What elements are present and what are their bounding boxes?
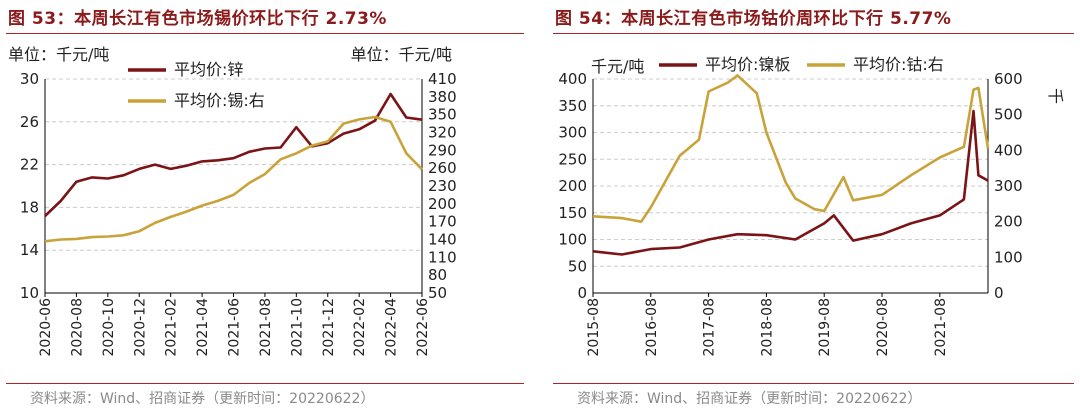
y-tick-label-left: 50 bbox=[568, 257, 587, 275]
y-tick-label-left: 350 bbox=[558, 97, 587, 115]
y-tick-label-left: 250 bbox=[558, 150, 587, 168]
y-tick-label-left: 0 bbox=[577, 284, 587, 302]
x-tick-label: 2017-08 bbox=[702, 298, 718, 357]
unit-label-left: 单位：千元/吨 bbox=[8, 45, 109, 64]
y-tick-label-right: 170 bbox=[428, 213, 457, 231]
unit-label-right: 千 bbox=[1046, 88, 1065, 104]
y-tick-label-right: 410 bbox=[428, 70, 457, 88]
x-tick-label: 2021-04 bbox=[195, 298, 211, 357]
chart-panel-right: 图 54：本周长江有色市场钴价周环比下行 5.77% 0 50 100 150 200 2… bbox=[547, 0, 1080, 418]
unit-label-right: 单位：千元/吨 bbox=[351, 45, 452, 64]
y-tick-label-right: 320 bbox=[428, 124, 457, 142]
y-tick-label-right: 400 bbox=[994, 141, 1023, 159]
x-tick-label: 2018-08 bbox=[759, 298, 775, 357]
source-note-right: 资料来源：Wind、招商证券（更新时间：20220622） bbox=[577, 391, 922, 407]
x-tick-label: 2020-10 bbox=[101, 298, 117, 357]
y-tick-label-left: 30 bbox=[20, 70, 39, 88]
y-tick-label-right: 260 bbox=[428, 159, 457, 177]
legend-label-nickel: 平均价:镍板 bbox=[705, 55, 790, 74]
y-tick-label-right: 140 bbox=[428, 231, 457, 249]
source-rule-right bbox=[553, 383, 1074, 384]
x-tick-label: 2016-08 bbox=[644, 298, 660, 357]
y-tick-label-right: 230 bbox=[428, 177, 457, 195]
title-rule-right bbox=[553, 33, 1074, 34]
y-tick-label-left: 14 bbox=[20, 241, 39, 259]
y-tick-label-right: 500 bbox=[994, 106, 1023, 124]
unit-label-left: 千元/吨 bbox=[591, 57, 644, 76]
x-tick-label: 2020-06 bbox=[38, 298, 54, 357]
y-tick-label-left: 100 bbox=[558, 231, 587, 249]
x-tick-label: 2015-08 bbox=[586, 298, 602, 357]
source-note-left: 资料来源：Wind、招商证券（更新时间：20220622） bbox=[30, 391, 375, 407]
x-tick-label: 2020-08 bbox=[875, 298, 891, 357]
series-line-cobalt bbox=[592, 74, 990, 223]
x-tick-label: 2021-10 bbox=[289, 298, 305, 357]
y-tick-label-left: 18 bbox=[20, 198, 39, 216]
x-tick-label: 2021-06 bbox=[227, 298, 243, 357]
y-tick-label-left: 200 bbox=[558, 177, 587, 195]
y-tick-label-right: 380 bbox=[428, 88, 457, 106]
y-tick-label-right: 0 bbox=[994, 284, 1004, 302]
legend-label-zinc: 平均价:锌 bbox=[174, 60, 243, 79]
y-tick-label-left: 150 bbox=[558, 204, 587, 222]
y-tick-label-right: 200 bbox=[428, 195, 457, 213]
y-tick-label-right: 300 bbox=[994, 177, 1023, 195]
x-tick-label: 2021-12 bbox=[321, 298, 337, 357]
y-tick-label-right: 80 bbox=[428, 266, 447, 284]
y-tick-label-right: 200 bbox=[994, 213, 1023, 231]
chart-svg-right: 0 50 100 150 200 250 300 350 400 0 100 200 300 400 500… bbox=[558, 55, 1065, 357]
x-tick-label: 2020-12 bbox=[132, 298, 148, 357]
series-line-tin bbox=[44, 115, 423, 243]
title-rule-left bbox=[6, 33, 524, 34]
y-tick-label-right: 110 bbox=[428, 248, 457, 266]
y-tick-label-right: 100 bbox=[994, 248, 1023, 266]
y-tick-label-left: 400 bbox=[558, 70, 587, 88]
x-tick-label: 2022-02 bbox=[352, 298, 368, 357]
y-tick-label-right: 600 bbox=[994, 70, 1023, 88]
chart-panel-left: 图 53：本周长江有色市场锡价环比下行 2.73% 10 14 18 22 26 30 50… bbox=[0, 0, 530, 418]
y-tick-label-left: 10 bbox=[20, 284, 39, 302]
series-line-nickel bbox=[592, 109, 989, 256]
legend-label-tin: 平均价:锡:右 bbox=[174, 91, 265, 110]
y-tick-label-right: 50 bbox=[428, 284, 447, 302]
x-tick-label: 2019-08 bbox=[817, 298, 833, 357]
x-tick-label: 2020-08 bbox=[69, 298, 85, 357]
x-tick-label: 2021-08 bbox=[933, 298, 949, 357]
x-tick-label: 2021-08 bbox=[258, 298, 274, 357]
y-tick-label-left: 300 bbox=[558, 124, 587, 142]
y-tick-label-left: 26 bbox=[20, 113, 39, 131]
source-rule-left bbox=[6, 383, 524, 384]
y-tick-label-left: 22 bbox=[20, 156, 39, 174]
chart-svg-left: 10 14 18 22 26 30 5080110140170200230260290320… bbox=[8, 45, 457, 357]
chart-title-right: 图 54：本周长江有色市场钴价周环比下行 5.77% bbox=[555, 9, 952, 29]
y-tick-label-right: 290 bbox=[428, 141, 457, 159]
legend-label-cobalt: 平均价:钴:右 bbox=[853, 55, 944, 74]
x-tick-label: 2022-04 bbox=[384, 298, 400, 357]
x-tick-label: 2021-02 bbox=[164, 298, 180, 357]
series-line-zinc bbox=[44, 92, 423, 217]
y-tick-label-right: 350 bbox=[428, 106, 457, 124]
chart-title-left: 图 53：本周长江有色市场锡价环比下行 2.73% bbox=[8, 9, 387, 29]
x-tick-label: 2022-06 bbox=[415, 298, 431, 357]
